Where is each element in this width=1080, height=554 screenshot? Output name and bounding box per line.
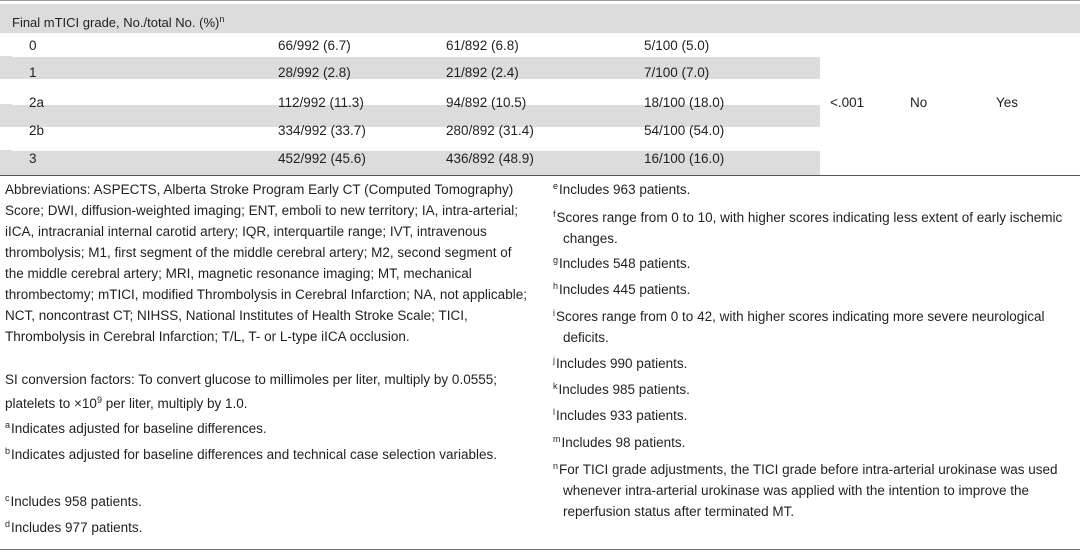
footnote-e: eIncludes 963 patients. bbox=[553, 181, 691, 197]
row-divider bbox=[12, 56, 820, 57]
table-cell: 280/892 (31.4) bbox=[446, 123, 534, 138]
abbreviations-note: Abbreviations: ASPECTS, Alberta Stroke P… bbox=[5, 182, 527, 344]
table-row-band bbox=[0, 56, 820, 79]
table-cell: 66/992 (6.7) bbox=[278, 38, 351, 53]
footnote-m: mIncludes 98 patients. bbox=[553, 434, 686, 450]
row-divider bbox=[12, 127, 820, 128]
footnote-marker: n bbox=[219, 14, 225, 24]
footnote-a: aIndicates adjusted for baseline differe… bbox=[5, 420, 267, 436]
table-bottom-rule bbox=[0, 175, 1080, 176]
adjusted-a-value: No bbox=[910, 95, 928, 110]
grade-label: 2a bbox=[29, 95, 45, 110]
table-cell: 7/100 (7.0) bbox=[644, 65, 710, 80]
footnote-c: cIncludes 958 patients. bbox=[5, 493, 142, 509]
grade-label: 2b bbox=[29, 123, 45, 138]
table-cell: 452/992 (45.6) bbox=[278, 151, 366, 166]
si-conversion-note: SI conversion factors: To convert glucos… bbox=[5, 372, 497, 411]
grade-label: 3 bbox=[29, 151, 37, 166]
table-cell: 94/892 (10.5) bbox=[446, 95, 527, 110]
table-row-band bbox=[0, 104, 820, 127]
footnote-b: bIndicates adjusted for baseline differe… bbox=[5, 446, 498, 462]
section-label: Final mTICI grade, No./total No. (%)n bbox=[12, 14, 225, 30]
p-value: <.001 bbox=[830, 95, 865, 110]
footnote-g: gIncludes 548 patients. bbox=[553, 255, 691, 271]
adjusted-b-value: Yes bbox=[996, 95, 1019, 110]
table-cell: 436/892 (48.9) bbox=[446, 151, 534, 166]
footnote-j: jIncludes 990 patients. bbox=[553, 355, 688, 371]
table-cell: 61/892 (6.8) bbox=[446, 38, 519, 53]
table-cell: 28/992 (2.8) bbox=[278, 65, 351, 80]
footnote-k: kIncludes 985 patients. bbox=[553, 381, 690, 397]
table-cell: 334/992 (33.7) bbox=[278, 123, 366, 138]
row-divider bbox=[12, 80, 820, 81]
footnote-d: dIncludes 977 patients. bbox=[5, 519, 143, 535]
row-divider bbox=[12, 104, 820, 105]
grade-label: 0 bbox=[29, 38, 37, 53]
footnote-n: nFor TICI grade adjustments, the TICI gr… bbox=[553, 461, 1058, 519]
table-cell: 18/100 (18.0) bbox=[644, 95, 725, 110]
footnote-f: fScores range from 0 to 10, with higher … bbox=[553, 209, 1063, 246]
footnote-h: hIncludes 445 patients. bbox=[553, 281, 691, 297]
bottom-rule bbox=[0, 549, 1080, 550]
table-cell: 5/100 (5.0) bbox=[644, 38, 710, 53]
top-rule bbox=[0, 0, 1080, 1]
table-cell: 21/892 (2.4) bbox=[446, 65, 519, 80]
table-cell: 54/100 (54.0) bbox=[644, 123, 725, 138]
row-divider bbox=[12, 150, 820, 151]
table-cell: 16/100 (16.0) bbox=[644, 151, 725, 166]
footnote-l: lIncludes 933 patients. bbox=[553, 407, 688, 423]
table-section-header: Final mTICI grade, No./total No. (%)n bbox=[0, 4, 1080, 33]
footnote-i: iScores range from 0 to 42, with higher … bbox=[553, 308, 1045, 345]
table-row-band bbox=[0, 150, 820, 175]
table-cell: 112/992 (11.3) bbox=[278, 95, 364, 110]
grade-label: 1 bbox=[29, 65, 37, 80]
